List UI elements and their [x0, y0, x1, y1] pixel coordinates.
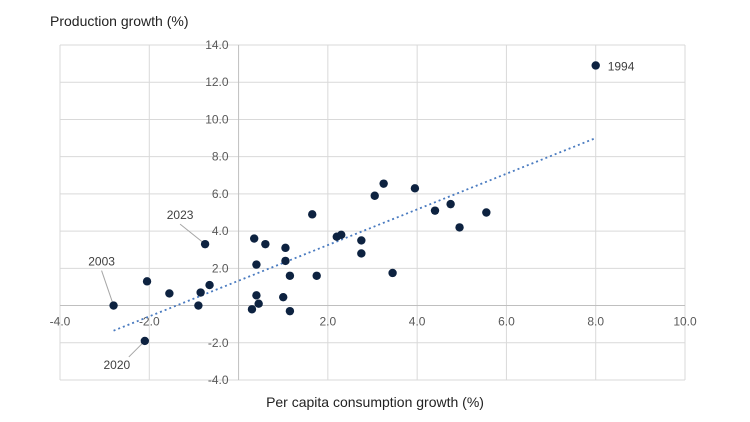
data-point — [279, 292, 288, 302]
y-axis-title: Production growth (%) — [50, 13, 189, 29]
data-point — [200, 239, 210, 249]
annotation-labels: 1994 2003 2020 2023 — [88, 59, 635, 371]
data-point — [205, 280, 214, 290]
x-tick-label: 8.0 — [587, 315, 604, 329]
y-tick-label: 4.0 — [212, 224, 229, 238]
data-point — [247, 305, 257, 314]
data-point — [285, 271, 295, 280]
data-point — [455, 223, 464, 232]
y-tick-label: 8.0 — [212, 150, 229, 164]
data-point — [249, 234, 259, 243]
data-point — [430, 206, 440, 215]
y-tick-label: -2.0 — [208, 336, 229, 350]
data-point — [281, 243, 290, 253]
tick-labels: -4.0 -2.0 2.0 4.0 6.0 8.0 10.0 12.0 14.0 -4.0 -2.0… — [50, 38, 697, 387]
data-point — [357, 236, 366, 245]
trendline — [113, 137, 597, 332]
annotation-label: 2023 — [167, 208, 194, 222]
x-tick-label: 4.0 — [409, 315, 426, 329]
x-axis-title: Per capita consumption growth (%) — [266, 394, 484, 410]
data-point — [370, 191, 379, 200]
annotation-label: 1994 — [608, 59, 635, 73]
x-tick-label: 2.0 — [320, 315, 337, 329]
trendline-group — [113, 137, 597, 332]
data-point — [446, 199, 455, 209]
data-point — [410, 184, 420, 193]
x-tick-label: 10.0 — [673, 315, 697, 329]
data-point — [337, 230, 346, 240]
data-point — [308, 210, 317, 219]
data-point — [140, 336, 150, 346]
y-tick-label: 6.0 — [212, 187, 229, 201]
grid-lines — [59, 44, 686, 381]
annotation-leader-line — [179, 223, 206, 245]
y-tick-label: -4.0 — [208, 373, 229, 387]
x-tick-label: -4.0 — [50, 315, 71, 329]
data-point — [261, 239, 270, 249]
data-point — [165, 289, 174, 298]
annotation-leaders — [101, 223, 206, 358]
data-point — [281, 256, 290, 266]
data-point — [357, 249, 366, 258]
data-point — [194, 301, 203, 310]
data-point — [285, 306, 295, 316]
y-tick-label: 2.0 — [212, 261, 229, 275]
data-point — [591, 61, 600, 70]
annotation-label: 2003 — [88, 255, 115, 269]
data-point — [482, 208, 491, 217]
data-point — [312, 271, 321, 280]
data-point — [196, 288, 205, 297]
annotation-label: 2020 — [103, 358, 130, 372]
data-points — [109, 61, 600, 346]
data-point — [379, 179, 388, 188]
y-tick-label: 14.0 — [205, 38, 229, 52]
y-tick-label: 10.0 — [205, 112, 229, 126]
y-tick-label: 12.0 — [205, 75, 229, 89]
data-point — [388, 268, 397, 278]
data-point — [109, 301, 118, 310]
data-point — [252, 291, 261, 300]
data-point — [142, 277, 152, 286]
x-tick-label: -2.0 — [139, 315, 160, 329]
data-point — [254, 299, 263, 308]
annotation-leader-line — [101, 270, 115, 306]
x-tick-label: 6.0 — [498, 315, 515, 329]
data-point — [252, 260, 261, 269]
axes — [60, 45, 685, 380]
